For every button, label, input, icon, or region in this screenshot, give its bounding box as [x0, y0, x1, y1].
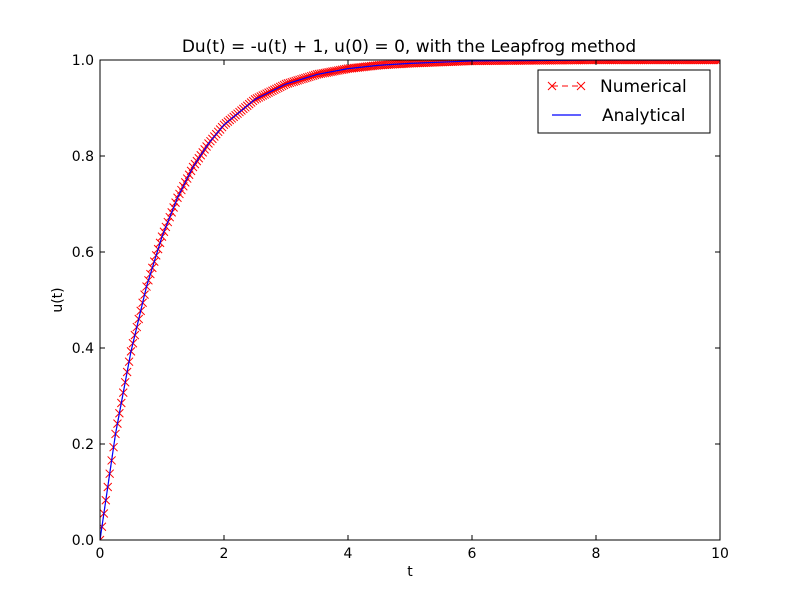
numerical-point — [715, 60, 720, 65]
y-tick-label: 0.4 — [72, 341, 94, 357]
numerical-point — [100, 535, 105, 540]
axis-ticks — [99, 59, 721, 541]
x-tick-label: 0 — [96, 546, 105, 562]
legend-entry-numerical: Numerical — [547, 77, 687, 97]
y-tick-label: 0.8 — [72, 149, 94, 165]
legend-box — [537, 69, 711, 134]
legend: Numerical Analytical — [537, 69, 711, 134]
axis-tick-labels: 0 2 4 6 8 10 0.0 0.2 0.4 0.6 0.8 1.0 — [72, 53, 729, 562]
y-tick-label: 1.0 — [72, 53, 94, 69]
legend-entry-analytical: Analytical — [552, 106, 685, 126]
x-tick-label: 6 — [468, 546, 477, 562]
y-tick-label: 0.0 — [72, 533, 94, 549]
x-tick-label: 10 — [711, 546, 729, 562]
legend-label-numerical: Numerical — [600, 77, 687, 97]
y-tick-label: 0.6 — [72, 245, 94, 261]
x-tick-label: 4 — [344, 546, 353, 562]
legend-marker-numerical — [576, 81, 586, 91]
plot-frame — [99, 59, 721, 541]
legend-marker-numerical — [547, 81, 557, 91]
chart-title: Du(t) = -u(t) + 1, u(0) = 0, with the Le… — [182, 37, 636, 57]
analytical-line — [100, 60, 720, 540]
numerical-point — [711, 60, 720, 65]
x-axis-label: t — [407, 564, 413, 580]
y-tick-label: 0.2 — [72, 437, 94, 453]
y-axis-label: u(t) — [50, 287, 66, 312]
legend-label-analytical: Analytical — [602, 106, 685, 126]
x-tick-label: 8 — [592, 546, 601, 562]
numerical-point — [713, 60, 720, 65]
x-tick-label: 2 — [220, 546, 229, 562]
